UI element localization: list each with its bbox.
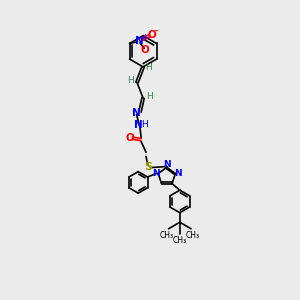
Text: N: N <box>163 160 171 169</box>
Text: N: N <box>174 169 182 178</box>
Text: S: S <box>145 162 153 172</box>
Text: O: O <box>147 30 156 40</box>
Text: H: H <box>145 63 152 72</box>
Text: N: N <box>152 169 159 178</box>
Text: H: H <box>141 120 148 129</box>
Text: H: H <box>146 92 153 101</box>
Text: N: N <box>134 120 142 130</box>
Text: O: O <box>125 133 134 143</box>
Text: CH₃: CH₃ <box>160 231 174 240</box>
Text: +: + <box>141 33 147 42</box>
Text: N: N <box>132 108 140 118</box>
Text: CH₃: CH₃ <box>173 236 187 245</box>
Text: H: H <box>128 76 134 85</box>
Text: O: O <box>141 45 149 56</box>
Text: -: - <box>155 27 158 36</box>
Text: CH₃: CH₃ <box>186 231 200 240</box>
Text: N: N <box>135 36 143 46</box>
